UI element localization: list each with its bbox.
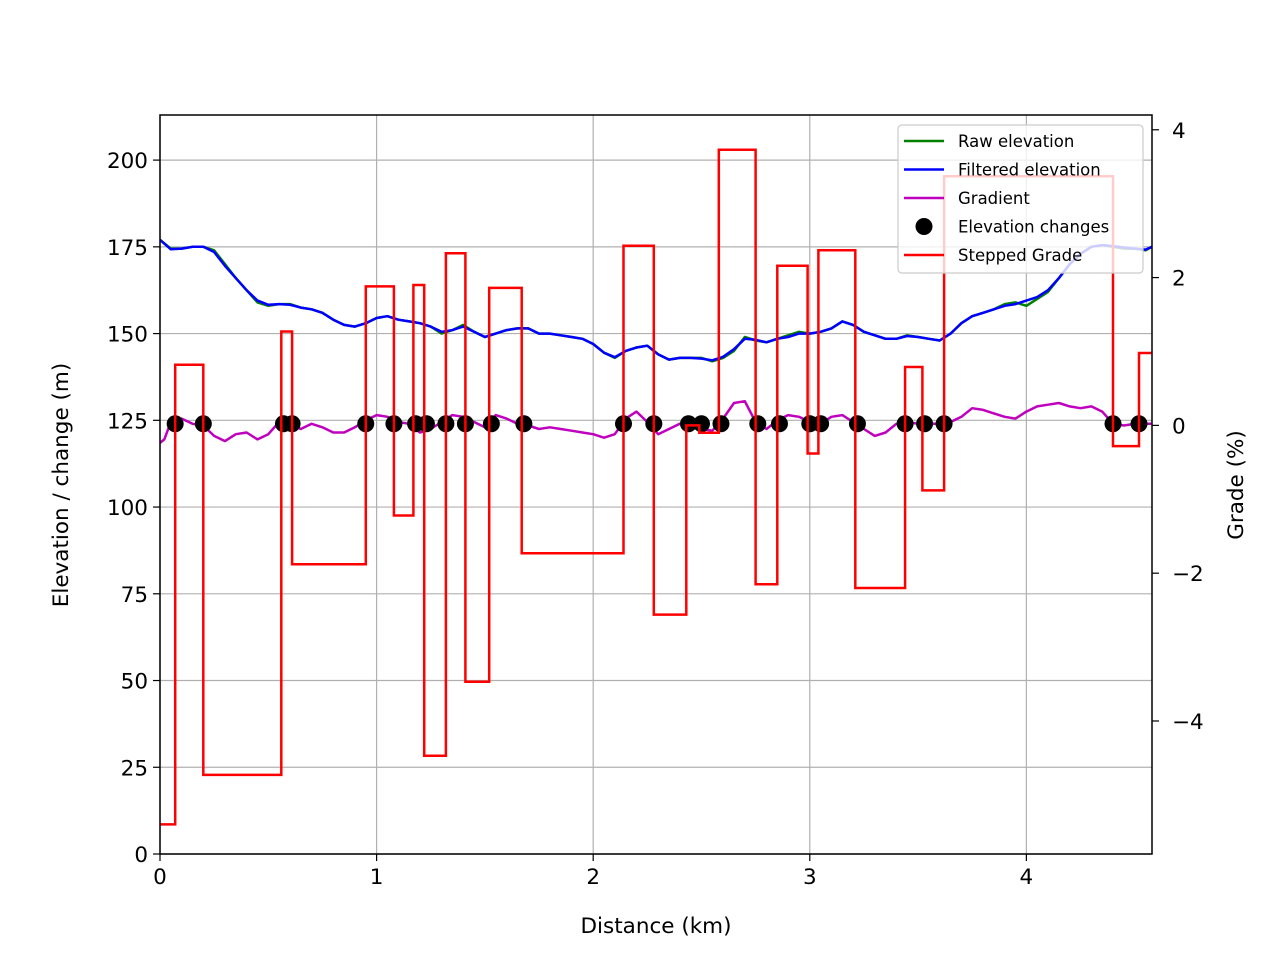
elevation-change-point xyxy=(417,415,435,433)
legend-marker xyxy=(915,218,933,235)
axis-ticks: 0 1 2 3 4 0 25 50 75 100 125 150 175 200 −4 −2 0 2 4 xyxy=(107,119,1204,890)
legend-label: Elevation changes xyxy=(958,218,1109,237)
plot-frame xyxy=(159,114,1153,855)
y-tick-label: 50 xyxy=(121,670,148,695)
filtered-elevation-line xyxy=(160,238,1152,362)
legend: Raw elevation Filtered elevation Gradient E… xyxy=(897,124,1144,274)
y-tick-label: 125 xyxy=(107,409,148,434)
x-axis-label: Distance (km) xyxy=(580,914,731,939)
y-axis-label: Elevation / change (m) xyxy=(49,363,74,607)
x-tick-label: 0 xyxy=(153,865,167,890)
legend-label: Filtered elevation xyxy=(958,161,1101,180)
legend-label: Gradient xyxy=(958,189,1030,208)
stepped-grade-line xyxy=(160,148,1152,826)
x-tick-label: 1 xyxy=(370,865,384,890)
legend-label: Raw elevation xyxy=(958,132,1074,151)
plot-area xyxy=(160,148,1152,826)
legend-label: Stepped Grade xyxy=(958,246,1082,265)
y2-tick-label: −4 xyxy=(1172,710,1204,735)
y2-tick-label: 2 xyxy=(1172,267,1186,292)
x-tick-label: 3 xyxy=(803,865,817,890)
y-tick-label: 175 xyxy=(107,236,148,261)
x-tick-label: 2 xyxy=(586,865,600,890)
y-tick-label: 200 xyxy=(107,149,148,174)
y-tick-label: 100 xyxy=(107,496,148,521)
elevation-change-point xyxy=(515,415,533,433)
legend-box xyxy=(897,124,1144,274)
elevation-change-point xyxy=(848,415,866,433)
elevation-change-point xyxy=(482,415,500,433)
elevation-change-point xyxy=(749,415,767,433)
y2-tick-label: 4 xyxy=(1172,119,1186,144)
y-tick-label: 75 xyxy=(121,583,148,608)
elevation-change-point xyxy=(916,415,934,433)
elevation-change-point xyxy=(692,415,710,433)
elevation-change-point xyxy=(770,415,788,433)
y2-axis-label: Grade (%) xyxy=(1224,430,1249,540)
elevation-change-point xyxy=(679,415,697,433)
y-tick-label: 0 xyxy=(134,843,148,868)
x-tick-label: 4 xyxy=(1020,865,1034,890)
y-tick-label: 25 xyxy=(121,756,148,781)
y-tick-label: 150 xyxy=(107,323,148,348)
y2-tick-label: −2 xyxy=(1172,562,1204,587)
elevation-change-point xyxy=(712,415,730,433)
elevation-change-point xyxy=(812,415,830,433)
y2-tick-label: 0 xyxy=(1172,414,1186,439)
